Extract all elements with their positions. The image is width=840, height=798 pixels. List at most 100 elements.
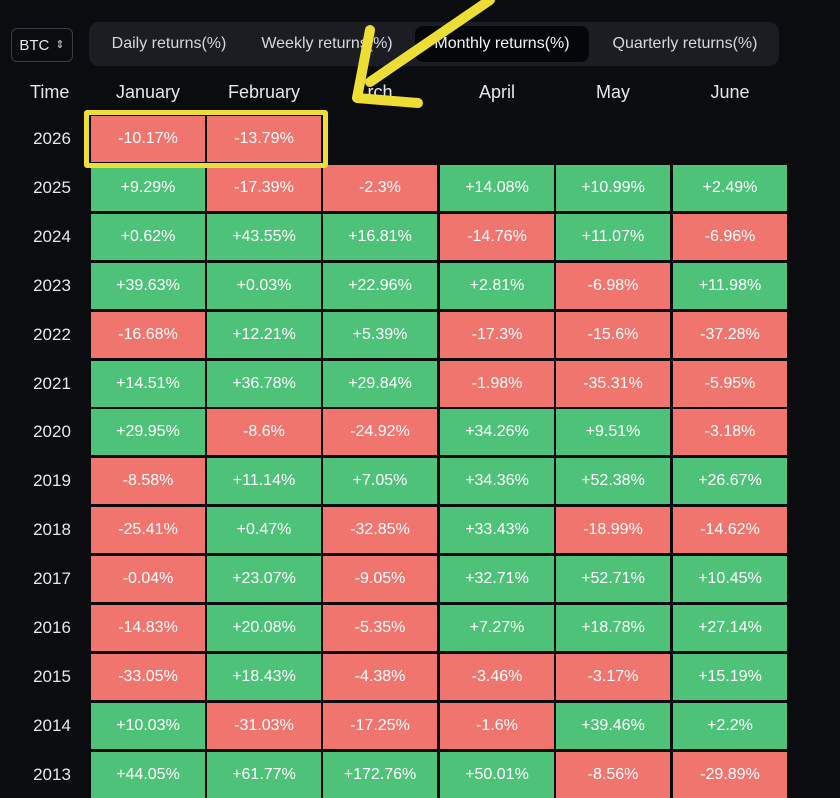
return-cell: +5.39% xyxy=(323,311,437,358)
return-cell: -3.46% xyxy=(440,653,554,700)
return-cell: +10.99% xyxy=(556,164,670,211)
return-cell: +34.26% xyxy=(440,409,554,456)
return-cell: +0.03% xyxy=(207,262,321,309)
return-cell: -17.3% xyxy=(440,311,554,358)
return-cell: +11.14% xyxy=(207,458,321,505)
year-label: 2013 xyxy=(33,764,71,784)
year-label: 2017 xyxy=(33,569,71,589)
return-cell: +2.81% xyxy=(440,262,554,309)
return-cell: +9.29% xyxy=(91,164,205,211)
return-cell: +7.05% xyxy=(323,458,437,505)
return-cell: +23.07% xyxy=(207,556,321,603)
month-header-1: February xyxy=(227,82,301,102)
return-cell: -3.18% xyxy=(673,409,787,456)
return-cell: -25.41% xyxy=(91,507,205,554)
return-cell: +11.98% xyxy=(673,262,787,309)
return-cell: +29.84% xyxy=(323,360,437,407)
return-cell: -8.58% xyxy=(91,458,205,505)
return-cell: +10.03% xyxy=(91,702,205,749)
return-cell: -4.38% xyxy=(323,653,437,700)
return-cell: +0.47% xyxy=(207,507,321,554)
year-label: 2022 xyxy=(33,324,71,344)
return-cell: -37.28% xyxy=(673,311,787,358)
year-label: 2025 xyxy=(33,177,71,197)
return-cell: +34.36% xyxy=(440,458,554,505)
return-cell: +32.71% xyxy=(440,556,554,603)
return-cell: -6.98% xyxy=(556,262,670,309)
return-cell: +33.43% xyxy=(440,507,554,554)
return-cell: -14.76% xyxy=(440,213,554,260)
return-cell: +18.43% xyxy=(207,653,321,700)
return-cell: -14.83% xyxy=(91,605,205,651)
return-cell: -18.99% xyxy=(556,507,670,554)
return-cell: -8.6% xyxy=(207,409,321,456)
return-cell: +52.38% xyxy=(556,458,670,505)
highlight-box xyxy=(84,110,328,168)
return-cell: +0.62% xyxy=(91,213,205,260)
tab-daily-returns[interactable]: Daily returns(%) xyxy=(111,35,227,52)
return-cell: -5.95% xyxy=(673,360,787,407)
return-cell: -35.31% xyxy=(556,360,670,407)
return-cell: +14.08% xyxy=(440,164,554,211)
month-header-0: January xyxy=(115,82,181,102)
return-cell: -1.6% xyxy=(440,702,554,749)
return-cell: +27.14% xyxy=(673,605,787,651)
return-cell: +43.55% xyxy=(207,213,321,260)
return-cell: +11.07% xyxy=(556,213,670,260)
month-header-5: June xyxy=(710,82,750,102)
year-label: 2018 xyxy=(33,520,71,540)
month-header-4: May xyxy=(595,82,630,102)
return-cell: -9.05% xyxy=(323,556,437,603)
return-cell: -14.62% xyxy=(673,507,787,554)
return-cell: +39.46% xyxy=(556,702,670,749)
return-cell: -13.79% xyxy=(207,116,321,162)
return-cell: -31.03% xyxy=(207,702,321,749)
return-cell: -5.35% xyxy=(323,605,437,651)
return-cell: +26.67% xyxy=(673,458,787,505)
asset-selector[interactable]: BTC ⇕ xyxy=(11,28,73,62)
return-cell: -3.17% xyxy=(556,653,670,700)
year-label: 2014 xyxy=(33,715,71,735)
tab-weekly-returns[interactable]: Weekly returns(%) xyxy=(261,35,393,52)
return-cell: +2.2% xyxy=(673,702,787,749)
return-cell: -24.92% xyxy=(323,409,437,456)
year-label: 2016 xyxy=(33,618,71,637)
asset-label: BTC xyxy=(19,36,50,54)
return-cell: -15.6% xyxy=(556,311,670,358)
return-cell: +2.49% xyxy=(673,164,787,211)
year-label: 2020 xyxy=(33,422,71,442)
return-cell: +16.81% xyxy=(323,213,437,260)
return-cell: -0.04% xyxy=(91,556,205,603)
year-label: 2021 xyxy=(33,373,71,393)
return-cell: -16.68% xyxy=(91,311,205,358)
return-cell: +52.71% xyxy=(556,556,670,603)
return-cell: -1.98% xyxy=(440,360,554,407)
return-cell: +10.45% xyxy=(673,556,787,603)
return-cell: +14.51% xyxy=(91,360,205,407)
year-label: 2015 xyxy=(33,666,71,686)
return-cell: +18.78% xyxy=(556,605,670,651)
return-cell: +15.19% xyxy=(673,653,787,700)
return-cell: +9.51% xyxy=(556,409,670,456)
return-cell: -10.17% xyxy=(91,116,205,162)
return-cell: +39.63% xyxy=(91,262,205,309)
return-cell: +22.96% xyxy=(323,262,437,309)
return-cell: -33.05% xyxy=(91,653,205,700)
returns-period-tabs: Daily returns(%) Weekly returns(%) Month… xyxy=(89,22,779,66)
year-label: 2024 xyxy=(33,226,71,246)
tab-quarterly-returns[interactable]: Quarterly returns(%) xyxy=(612,35,758,52)
year-label: 2023 xyxy=(33,275,71,295)
month-header-3: April xyxy=(478,82,515,102)
return-cell: +29.95% xyxy=(91,409,205,456)
return-cell: -17.25% xyxy=(323,702,437,749)
year-label: 2019 xyxy=(33,471,71,491)
return-cell: -2.3% xyxy=(323,164,437,211)
return-cell: -17.39% xyxy=(207,164,321,211)
time-column-header: Time xyxy=(30,82,70,102)
return-cell: +7.27% xyxy=(440,605,554,651)
return-cell: +36.78% xyxy=(207,360,321,407)
return-cell: +20.08% xyxy=(207,605,321,651)
return-cell: -32.85% xyxy=(323,507,437,554)
year-label: 2026 xyxy=(33,129,71,148)
